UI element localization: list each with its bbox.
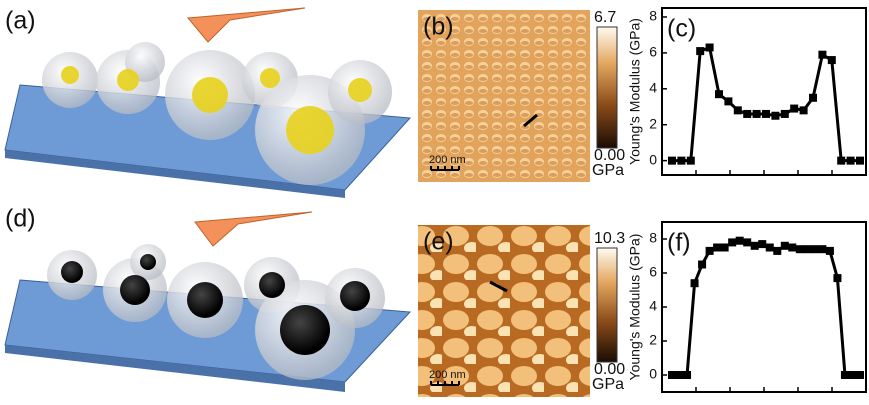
panel-label: (a)	[5, 7, 36, 35]
data-marker	[734, 106, 742, 114]
panel-label: (e)	[423, 228, 454, 256]
data-marker	[668, 157, 676, 165]
data-marker	[676, 371, 684, 379]
y-tick-label: 4	[649, 80, 657, 96]
colorbar-unit: GPa	[592, 376, 624, 393]
data-marker	[781, 242, 789, 250]
data-marker	[811, 245, 819, 253]
data-marker	[721, 244, 729, 252]
data-marker	[713, 244, 721, 252]
data-marker	[800, 106, 808, 114]
data-marker	[837, 157, 845, 165]
data-marker	[803, 245, 811, 253]
data-marker	[668, 371, 676, 379]
chart-label: (f)	[667, 229, 691, 257]
data-marker	[691, 279, 699, 287]
figure: (a) (d) (b) (e) 0.006.7GPa200 nm0.0010.3…	[0, 0, 869, 400]
data-marker	[818, 51, 826, 59]
data-marker	[766, 244, 774, 252]
y-tick-label: 2	[649, 332, 657, 348]
y-tick-label: 8	[649, 8, 657, 24]
y-tick-label: 6	[649, 44, 657, 60]
data-marker	[706, 44, 714, 52]
y-tick-label: 2	[649, 115, 657, 131]
y-axis-label: Young's Modulus (GPa)	[627, 18, 643, 165]
data-marker	[828, 56, 836, 64]
data-marker	[706, 247, 714, 255]
data-marker	[687, 157, 695, 165]
data-marker	[683, 371, 691, 379]
chart-label: (c)	[667, 15, 696, 43]
panel-label: (b)	[423, 13, 454, 41]
data-marker	[753, 110, 761, 118]
data-marker	[790, 105, 798, 113]
scale-bar-label: 200 nm	[429, 369, 466, 381]
illustration-a	[5, 8, 410, 198]
data-marker	[833, 274, 841, 282]
data-line	[672, 48, 860, 161]
data-marker	[736, 237, 744, 245]
y-tick-label: 0	[649, 151, 657, 167]
y-axis-label: Young's Modulus (GPa)	[627, 234, 643, 381]
data-marker	[743, 238, 751, 246]
colorbar-unit: GPa	[592, 162, 624, 179]
scale-bar-label: 200 nm	[429, 154, 466, 166]
colorbar-label: 6.7	[594, 9, 616, 26]
data-marker	[818, 245, 826, 253]
data-marker	[856, 371, 864, 379]
y-tick-label: 8	[649, 230, 657, 246]
illustration-d	[5, 212, 410, 392]
colorbar-label: 10.3	[594, 230, 625, 247]
data-marker	[847, 157, 855, 165]
data-marker	[743, 110, 751, 118]
data-marker	[856, 157, 864, 165]
data-marker	[796, 245, 804, 253]
y-tick-label: 6	[649, 264, 657, 280]
data-marker	[758, 240, 766, 248]
data-marker	[728, 238, 736, 246]
y-tick-label: 4	[649, 298, 657, 314]
y-tick-label: 0	[649, 366, 657, 382]
data-marker	[696, 47, 704, 55]
data-marker	[762, 110, 770, 118]
data-marker	[751, 242, 759, 250]
data-marker	[841, 371, 849, 379]
data-marker	[809, 94, 817, 102]
colorbar	[597, 248, 617, 362]
data-marker	[826, 247, 834, 255]
data-marker	[724, 97, 732, 105]
data-marker	[773, 247, 781, 255]
data-marker	[698, 261, 706, 269]
data-marker	[848, 371, 856, 379]
data-marker	[781, 110, 789, 118]
data-marker	[788, 244, 796, 252]
colorbar	[597, 27, 617, 148]
data-marker	[715, 90, 723, 98]
panel-label: (d)	[5, 205, 36, 233]
data-marker	[771, 112, 779, 120]
data-marker	[677, 157, 685, 165]
